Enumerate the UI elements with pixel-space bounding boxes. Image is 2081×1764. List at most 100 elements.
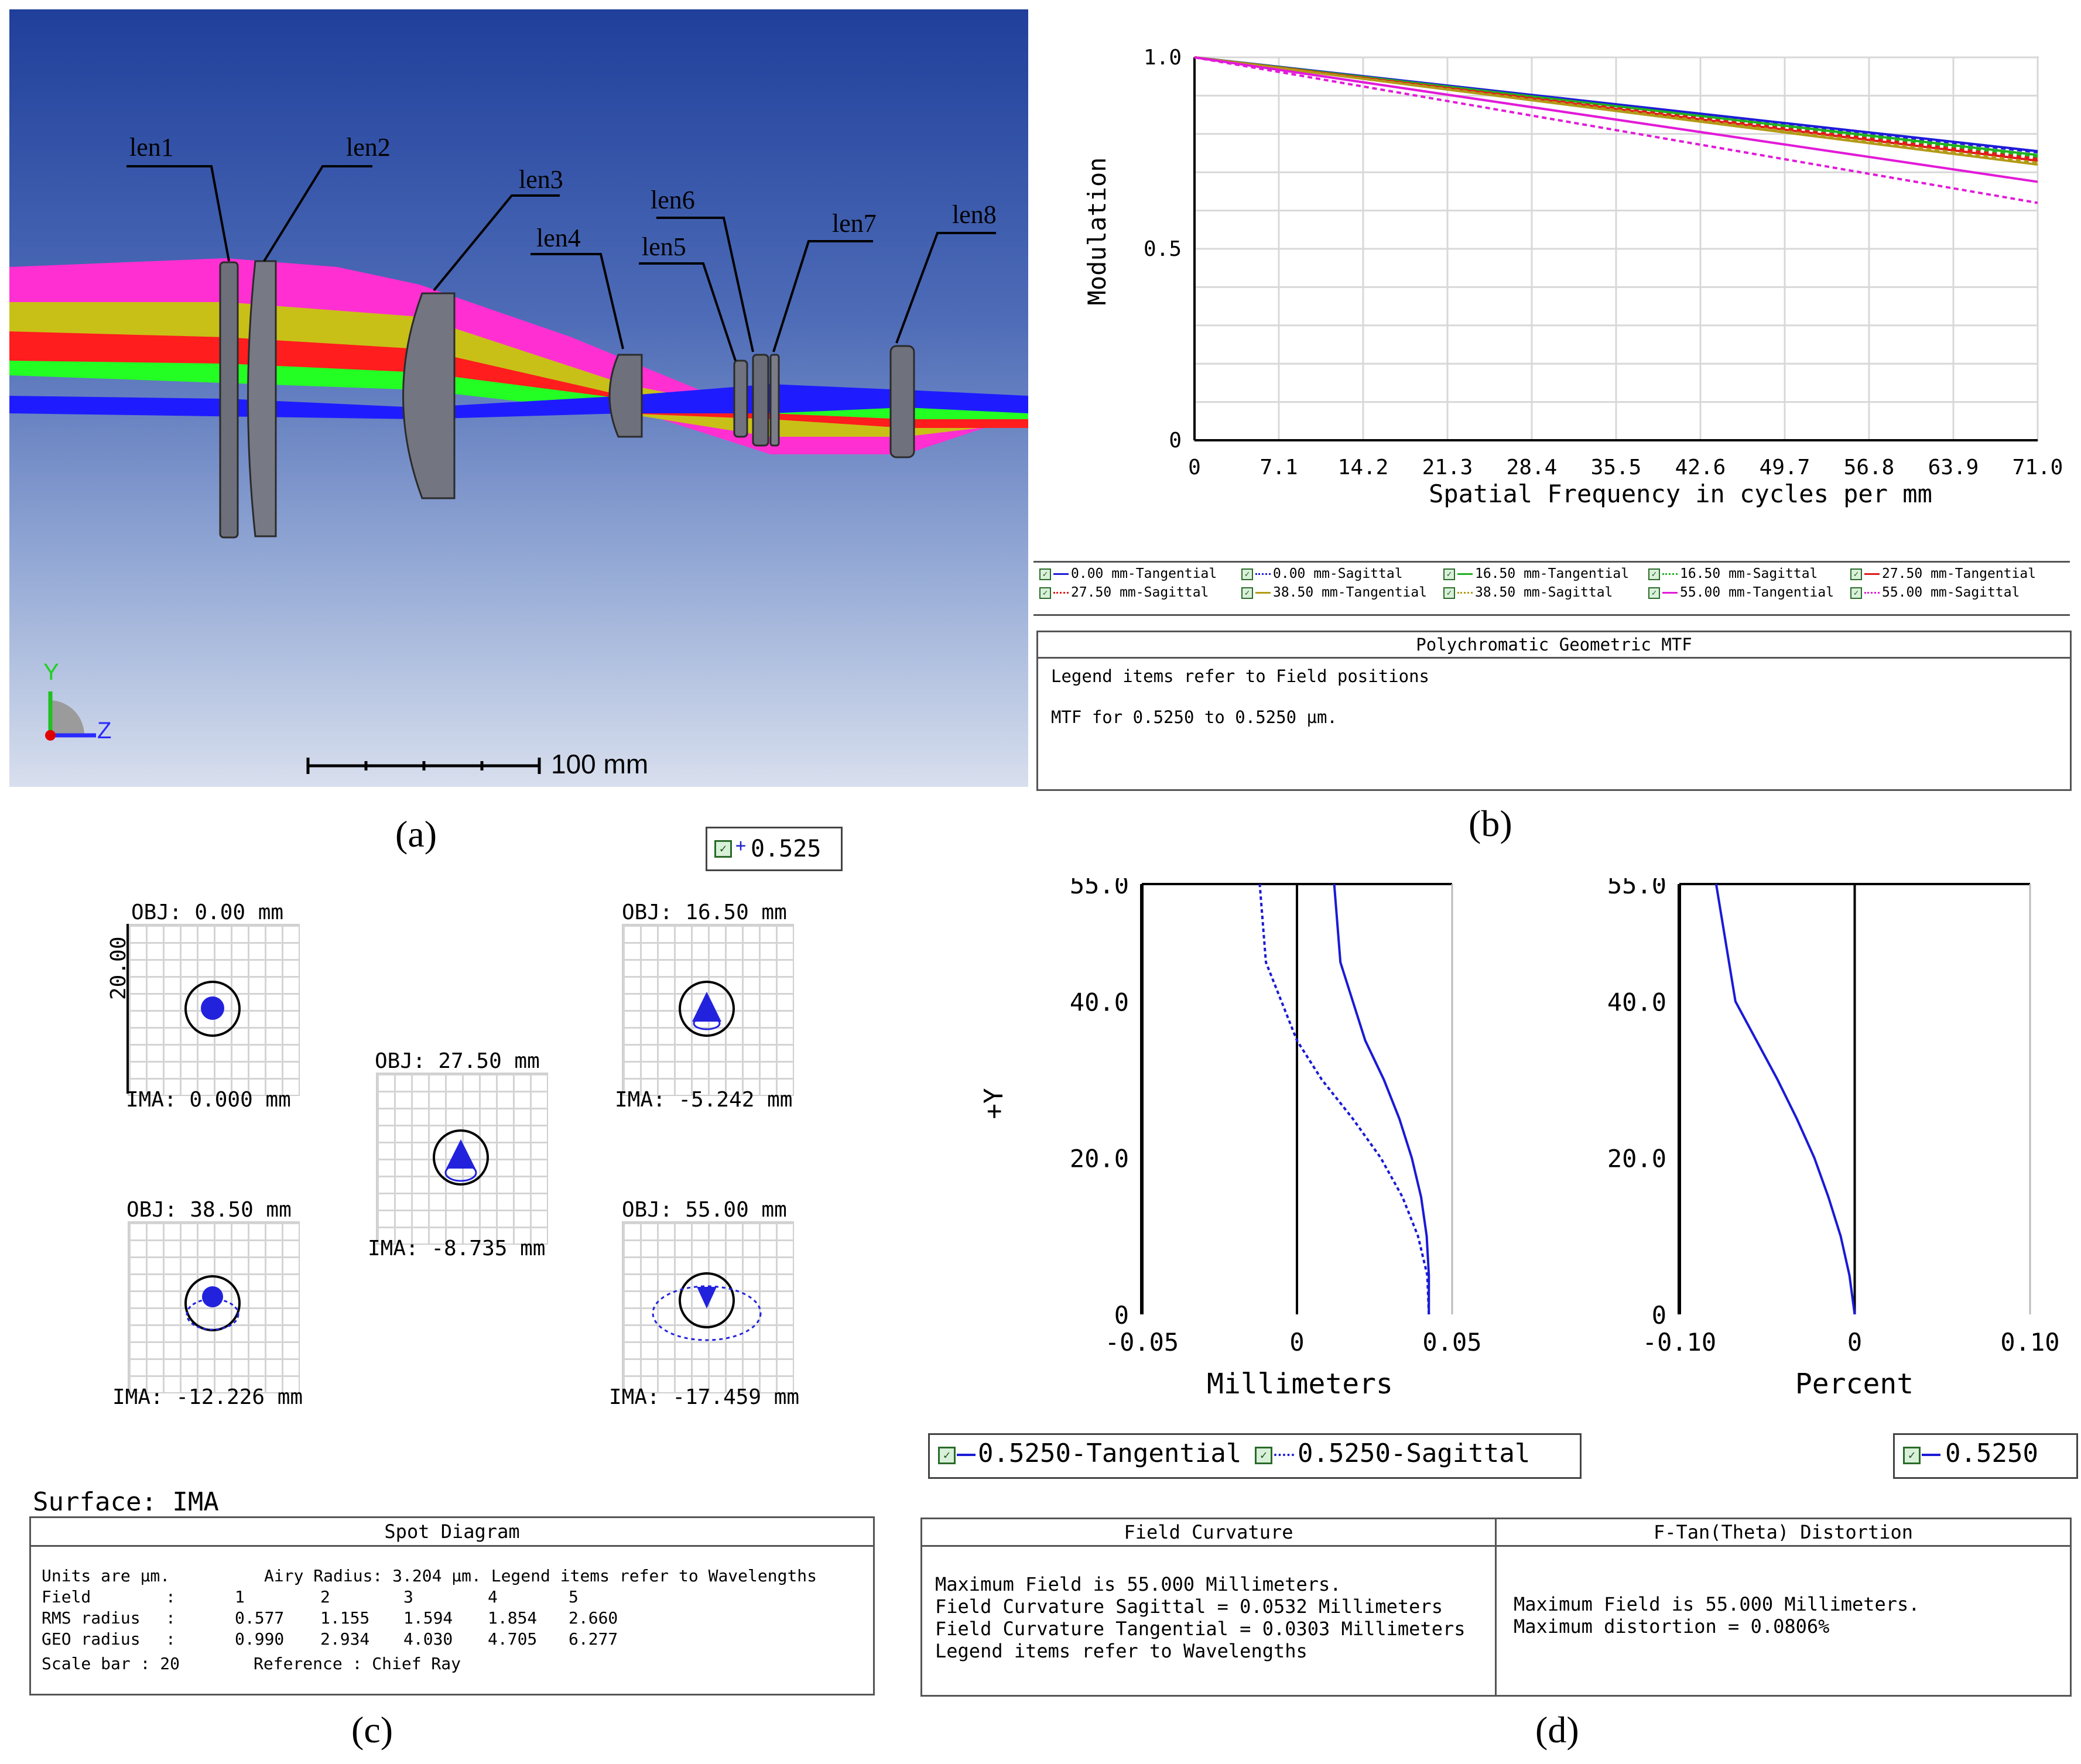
optical-layout-panel: len1 len2 len3 len4 len5 len6 len7 len8 … [9, 9, 1028, 787]
legend-checkbox-icon[interactable]: ✓ [1903, 1447, 1921, 1464]
optical-layout-drawing [9, 165, 1028, 774]
x-tick: -0.05 [1105, 1328, 1179, 1357]
mtf-series [1194, 56, 2038, 204]
axis-z-label: Z [97, 718, 112, 744]
fc-info-line: Maximum Field is 55.000 Millimeters. [935, 1573, 1341, 1595]
y-tick: 20.0 [1070, 1145, 1129, 1173]
lens-element-6 [752, 354, 769, 447]
lens-label-6: len6 [651, 186, 695, 214]
curve-series-line [1333, 883, 1430, 1314]
mtf-legend-item[interactable]: ✓ 16.50 mm-Sagittal [1648, 566, 1818, 581]
legend-checkbox-icon[interactable]: ✓ [1850, 568, 1862, 580]
legend-checkbox-icon[interactable]: ✓ [1255, 1447, 1272, 1464]
mtf-legend-item[interactable]: ✓ 0.00 mm-Sagittal [1241, 566, 1403, 581]
legend-checkbox-icon[interactable]: ✓ [1039, 568, 1051, 580]
mtf-legend-item[interactable]: ✓ 55.00 mm-Tangential [1648, 585, 1834, 600]
lens-label-1: len1 [129, 133, 174, 162]
spot-wavelength-legend[interactable]: ✓ + 0.525 [706, 827, 843, 871]
fc-info-line: Legend items refer to Wavelengths [935, 1640, 1308, 1662]
mtf-legend-item[interactable]: ✓ 38.50 mm-Tangential [1241, 585, 1427, 600]
surface-label: Surface: IMA [33, 1487, 219, 1517]
legend-checkbox-icon[interactable]: ✓ [1648, 568, 1660, 580]
solid-line-icon [1457, 573, 1473, 575]
lens-element-3 [402, 292, 456, 499]
dotted-line-icon [1864, 592, 1880, 594]
caption-a: (a) [395, 813, 437, 855]
legend-checkbox-icon[interactable]: ✓ [1241, 568, 1253, 580]
lens-label-2: len2 [346, 133, 391, 162]
mtf-x-tick: 0 [1188, 455, 1201, 479]
spot-scale-bar: Scale bar : 20 [42, 1654, 180, 1673]
lens-leader-lines [126, 165, 996, 361]
mtf-series-line [1194, 56, 2038, 183]
mtf-legend-item[interactable]: ✓ 27.50 mm-Tangential [1850, 566, 2036, 581]
curve-series-line [1714, 883, 1856, 1315]
legend-checkbox-icon[interactable]: ✓ [714, 840, 732, 858]
solid-line-icon [1053, 573, 1069, 575]
spot-pattern [697, 1287, 717, 1309]
dist-xlabel: Percent [1795, 1368, 1914, 1400]
mtf-legend-label: 27.50 mm-Sagittal [1071, 585, 1209, 600]
solid-line-icon [1922, 1454, 1940, 1456]
lens-label-4: len4 [536, 224, 581, 252]
dotted-line-icon [1662, 573, 1678, 575]
spot-info-box: Spot Diagram Units are µm. Airy Radius: … [29, 1516, 875, 1696]
mtf-legend-item[interactable]: ✓ 38.50 mm-Sagittal [1443, 585, 1613, 600]
legend-checkbox-icon[interactable]: ✓ [1443, 568, 1455, 580]
spot-table-cell: : [166, 1587, 176, 1607]
fc-xlabel: Millimeters [1207, 1368, 1393, 1400]
mtf-legend-label: 55.00 mm-Tangential [1680, 585, 1834, 600]
legend-checkbox-icon[interactable]: ✓ [1648, 587, 1660, 599]
scale-bar-label: 100 mm [551, 749, 649, 779]
mtf-info-box: Polychromatic Geometric MTF Legend items… [1036, 631, 2072, 791]
mtf-legend-item[interactable]: ✓ 55.00 mm-Sagittal [1850, 585, 2020, 600]
mtf-xlabel: Spatial Frequency in cycles per mm [1429, 479, 1932, 508]
spot-table-cell: Field [42, 1587, 91, 1607]
fc-dist-info-box: Field Curvature F-Tan(Theta) Distortion … [920, 1518, 2072, 1697]
spot-info-title: Spot Diagram [31, 1518, 873, 1547]
x-tick: 0 [1289, 1328, 1304, 1357]
spot-table-cell: 5 [569, 1587, 579, 1607]
legend-checkbox-icon[interactable]: ✓ [1039, 587, 1051, 599]
mtf-chart: 0 7.1 14.2 21.3 28.4 35.5 42.6 49.7 56.8 63.9 71.0… [1083, 46, 2063, 508]
mtf-series-line [1194, 56, 2038, 164]
mtf-legend: ✓ 0.00 mm-Tangential ✓ 0.00 mm-Sagittal ✓ 16.… [1033, 561, 2070, 616]
spot-units: Units are µm. [42, 1566, 170, 1585]
mtf-x-tick: 21.3 [1422, 455, 1473, 479]
mtf-x-tick: 49.7 [1760, 455, 1810, 479]
mtf-x-tick: 28.4 [1507, 455, 1558, 479]
lens-element-7 [769, 354, 780, 447]
legend-checkbox-icon[interactable]: ✓ [1443, 587, 1455, 599]
mtf-legend-label: 38.50 mm-Tangential [1273, 585, 1428, 600]
lens-element-2 [247, 260, 277, 537]
spot-reference: Reference : Chief Ray [254, 1654, 461, 1673]
legend-checkbox-icon[interactable]: ✓ [1850, 587, 1862, 599]
lens-label-5: len5 [642, 232, 686, 261]
spot-table-cell: 1.854 [488, 1608, 538, 1628]
mtf-legend-item[interactable]: ✓ 0.00 mm-Tangential [1039, 566, 1217, 581]
dist-info-lines: Maximum Field is 55.000 Millimeters. Max… [1514, 1593, 1920, 1638]
dotted-line-icon [1274, 1454, 1294, 1456]
mtf-x-tick: 35.5 [1591, 455, 1642, 479]
fc-info-lines: Maximum Field is 55.000 Millimeters. Fie… [935, 1573, 1465, 1662]
spot-table-cell: 2 [320, 1587, 330, 1607]
y-tick: 55.0 [1070, 878, 1129, 899]
dist-info-line: Maximum Field is 55.000 Millimeters. [1514, 1593, 1920, 1615]
spot-table-cell: 4 [488, 1587, 498, 1607]
spot-table-cell: 4.705 [488, 1629, 538, 1649]
caption-d: (d) [1535, 1709, 1579, 1751]
spot-table-cell: 2.934 [320, 1629, 370, 1649]
mtf-legend-item[interactable]: ✓ 27.50 mm-Sagittal [1039, 585, 1209, 600]
fc-info-line: Field Curvature Sagittal = 0.0532 Millim… [935, 1595, 1443, 1618]
mtf-legend-item[interactable]: ✓ 16.50 mm-Tangential [1443, 566, 1629, 581]
solid-line-icon [1662, 592, 1678, 594]
spot-table-cell: 0.990 [235, 1629, 285, 1649]
dotted-line-icon [1053, 592, 1069, 594]
mtf-legend-label: 38.50 mm-Sagittal [1475, 585, 1613, 600]
spot-table-cell: 2.660 [569, 1608, 618, 1628]
legend-checkbox-icon[interactable]: ✓ [938, 1447, 956, 1464]
legend-checkbox-icon[interactable]: ✓ [1241, 587, 1253, 599]
